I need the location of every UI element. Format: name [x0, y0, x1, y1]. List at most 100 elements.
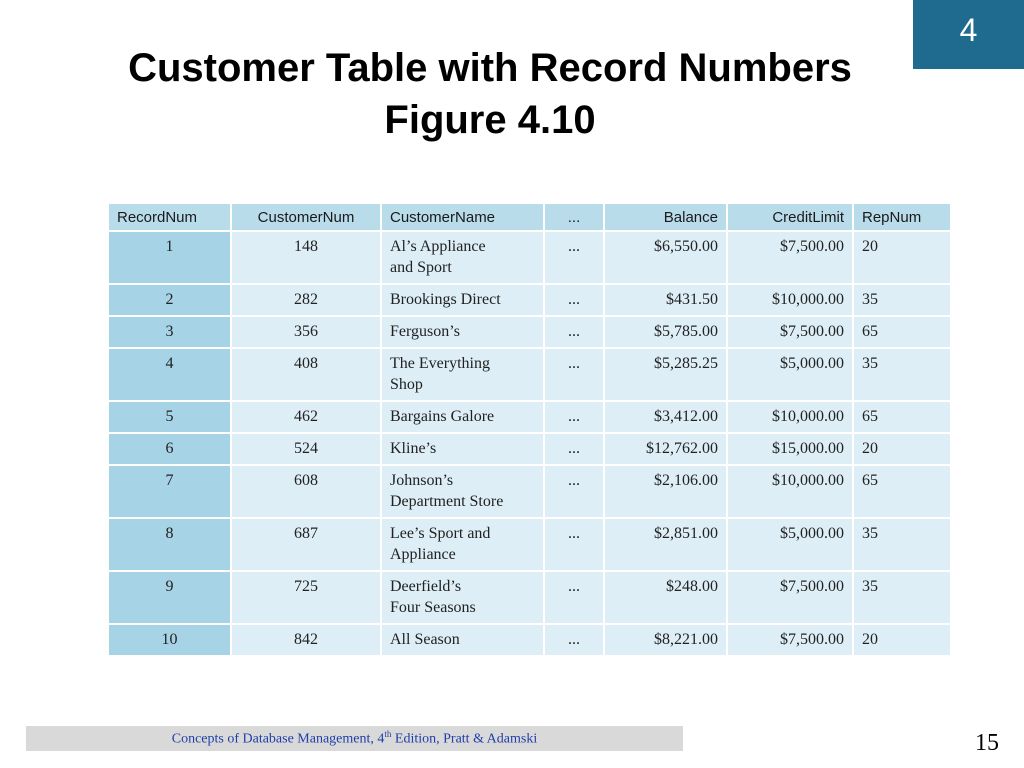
- cell-balance: $5,285.25: [605, 349, 726, 400]
- title-line-1: Customer Table with Record Numbers: [128, 46, 852, 90]
- cell-balance: $6,550.00: [605, 232, 726, 283]
- cell-repnum: 35: [854, 285, 950, 315]
- cell-customernum: 687: [232, 519, 380, 570]
- cell-customernum: 408: [232, 349, 380, 400]
- cell-creditlimit: $5,000.00: [728, 349, 852, 400]
- page-number: 15: [975, 730, 999, 756]
- header-ellipsis: ...: [545, 204, 603, 230]
- cell-balance: $431.50: [605, 285, 726, 315]
- table-row: 10 842 All Season... $8,221.00 $7,500.00 20: [109, 625, 950, 655]
- cell-creditlimit: $5,000.00: [728, 519, 852, 570]
- cell-creditlimit: $7,500.00: [728, 572, 852, 623]
- customer-name-line-1: Lee’s Sport and: [390, 525, 491, 542]
- table-row: 8 687 Lee’s Sport and Appliance... $2,851.00…: [109, 519, 950, 570]
- cell-customernum: 282: [232, 285, 380, 315]
- cell-ellipsis: ...: [545, 434, 603, 464]
- footer-bar: Concepts of Database Management, 4th Edi…: [26, 726, 683, 751]
- footer-text-after: Edition, Pratt & Adamski: [391, 731, 538, 747]
- table-row: 7 608 Johnson’s Department Store... $2,106.0…: [109, 466, 950, 517]
- cell-customername: Al’s Appliance and Sport: [382, 232, 543, 283]
- footer-citation: Concepts of Database Management, 4th Edi…: [172, 729, 538, 748]
- customer-name-line-2: Department Store: [390, 493, 504, 510]
- customer-name-line-1: Johnson’s: [390, 472, 454, 489]
- cell-customername: Deerfield’s Four Seasons: [382, 572, 543, 623]
- cell-ellipsis: ...: [545, 625, 603, 655]
- cell-creditlimit: $15,000.00: [728, 434, 852, 464]
- customer-name-line-1: Kline’s: [390, 440, 437, 457]
- table-header-row: RecordNum CustomerNum CustomerName ... B…: [109, 204, 950, 230]
- table-row: 5 462 Bargains Galore... $3,412.00 $10,000.0…: [109, 402, 950, 432]
- customer-name-line-1: All Season: [390, 631, 460, 648]
- cell-creditlimit: $10,000.00: [728, 466, 852, 517]
- cell-customername: All Season: [382, 625, 543, 655]
- cell-customernum: 356: [232, 317, 380, 347]
- cell-ellipsis: ...: [545, 349, 603, 400]
- chapter-badge: 4: [913, 0, 1024, 69]
- cell-creditlimit: $10,000.00: [728, 402, 852, 432]
- cell-repnum: 65: [854, 466, 950, 517]
- cell-customername: Brookings Direct: [382, 285, 543, 315]
- cell-balance: $2,106.00: [605, 466, 726, 517]
- footer-superscript: th: [384, 729, 392, 740]
- cell-customername: Kline’s: [382, 434, 543, 464]
- cell-ellipsis: ...: [545, 402, 603, 432]
- cell-customername: Bargains Galore: [382, 402, 543, 432]
- table-row: 2 282 Brookings Direct... $431.50 $10,000.00…: [109, 285, 950, 315]
- customer-table-figure: RecordNum CustomerNum CustomerName ... B…: [107, 202, 950, 655]
- cell-recordnum: 9: [109, 572, 230, 623]
- cell-recordnum: 3: [109, 317, 230, 347]
- cell-customernum: 462: [232, 402, 380, 432]
- header-balance: Balance: [605, 204, 726, 230]
- cell-recordnum: 1: [109, 232, 230, 283]
- table-row: 6 524 Kline’s... $12,762.00 $15,000.00 20: [109, 434, 950, 464]
- cell-repnum: 65: [854, 402, 950, 432]
- slide-title: Customer Table with Record Numbers Figur…: [60, 42, 920, 146]
- header-creditlimit: CreditLimit: [728, 204, 852, 230]
- header-customername: CustomerName: [382, 204, 543, 230]
- cell-repnum: 20: [854, 434, 950, 464]
- cell-ellipsis: ...: [545, 466, 603, 517]
- cell-repnum: 35: [854, 519, 950, 570]
- cell-balance: $3,412.00: [605, 402, 726, 432]
- cell-customernum: 148: [232, 232, 380, 283]
- cell-customernum: 608: [232, 466, 380, 517]
- cell-balance: $8,221.00: [605, 625, 726, 655]
- customer-name-line-1: Al’s Appliance: [390, 238, 486, 255]
- cell-customernum: 524: [232, 434, 380, 464]
- customer-name-line-2: Shop: [390, 376, 423, 393]
- cell-recordnum: 2: [109, 285, 230, 315]
- cell-customernum: 725: [232, 572, 380, 623]
- cell-repnum: 35: [854, 349, 950, 400]
- header-repnum: RepNum: [854, 204, 950, 230]
- cell-customername: Johnson’s Department Store: [382, 466, 543, 517]
- cell-ellipsis: ...: [545, 572, 603, 623]
- cell-balance: $2,851.00: [605, 519, 726, 570]
- footer-text-before: Concepts of Database Management, 4: [171, 731, 385, 747]
- cell-customernum: 842: [232, 625, 380, 655]
- cell-customername: Lee’s Sport and Appliance: [382, 519, 543, 570]
- customer-name-line-2: Appliance: [390, 546, 456, 563]
- cell-balance: $5,785.00: [605, 317, 726, 347]
- header-recordnum: RecordNum: [109, 204, 230, 230]
- customer-table: RecordNum CustomerNum CustomerName ... B…: [107, 202, 952, 657]
- cell-repnum: 35: [854, 572, 950, 623]
- cell-ellipsis: ...: [545, 285, 603, 315]
- cell-recordnum: 8: [109, 519, 230, 570]
- cell-repnum: 65: [854, 317, 950, 347]
- cell-repnum: 20: [854, 625, 950, 655]
- cell-creditlimit: $7,500.00: [728, 317, 852, 347]
- customer-name-line-2: and Sport: [390, 259, 452, 276]
- cell-repnum: 20: [854, 232, 950, 283]
- customer-name-line-1: The Everything: [390, 355, 490, 372]
- title-line-2: Figure 4.10: [384, 98, 596, 142]
- customer-name-line-1: Bargains Galore: [390, 408, 495, 425]
- cell-balance: $248.00: [605, 572, 726, 623]
- table-row: 4 408 The Everything Shop... $5,285.25 $5,000…: [109, 349, 950, 400]
- cell-creditlimit: $10,000.00: [728, 285, 852, 315]
- cell-recordnum: 6: [109, 434, 230, 464]
- table-row: 3 356 Ferguson’s... $5,785.00 $7,500.00 65: [109, 317, 950, 347]
- cell-recordnum: 10: [109, 625, 230, 655]
- customer-name-line-1: Deerfield’s: [390, 578, 462, 595]
- cell-balance: $12,762.00: [605, 434, 726, 464]
- table-row: 1 148 Al’s Appliance and Sport... $6,550.00 $…: [109, 232, 950, 283]
